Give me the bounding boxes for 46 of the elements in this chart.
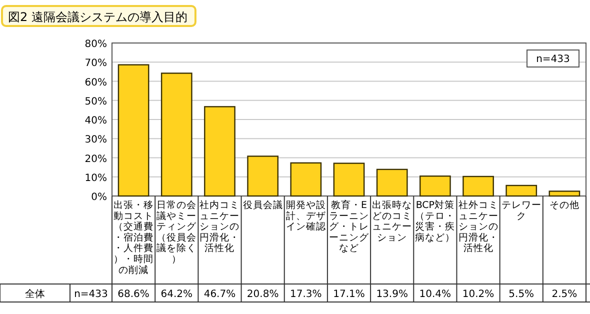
data-label: 17.1%: [333, 289, 365, 300]
y-tick-label: 60%: [84, 77, 107, 88]
x-tick-label: 日常の会議やミーティング（役員会議を除く）: [156, 199, 198, 265]
x-tick-label: テレワーク: [501, 200, 542, 222]
data-label: 20.8%: [246, 289, 279, 300]
bar: [204, 106, 236, 197]
data-label: 64.2%: [160, 289, 193, 300]
x-tick-label: 社外コミュニケーションの円滑化・活性化: [458, 199, 498, 254]
y-tick-label: 30%: [84, 134, 107, 146]
bar: [118, 64, 150, 197]
bar: [376, 168, 408, 197]
bar: [548, 190, 580, 197]
x-tick-label: その他: [549, 199, 580, 211]
bar: [333, 162, 365, 197]
x-tick-label: 開発や設計、デザイン確認: [286, 199, 326, 233]
data-label: 2.5%: [552, 289, 578, 300]
bar: [160, 72, 192, 197]
x-tick-label: 役員会議: [242, 199, 283, 211]
y-tick-label: 10%: [84, 172, 107, 184]
y-tick-label: 50%: [84, 96, 107, 108]
chart-title: 図2 遠隔会議システムの導入目的: [8, 10, 188, 24]
y-tick-label: 20%: [84, 154, 107, 165]
x-tick-label: BCP対策（テロ・災害・疾病など）: [415, 199, 456, 244]
y-tick-label: 70%: [84, 58, 107, 70]
data-label: 68.6%: [118, 289, 150, 300]
data-label: 13.9%: [376, 289, 408, 300]
bar: [247, 156, 278, 197]
data-label: 46.7%: [204, 289, 236, 300]
y-tick-label: 0%: [91, 192, 107, 203]
y-tick-label: 80%: [84, 39, 107, 50]
x-tick-label: 社内コミュニケーションの円滑化・活性化: [200, 199, 240, 254]
text: n=433: [74, 289, 108, 300]
bar: [462, 176, 494, 197]
x-tick-label: 出張・移動コスト（交通費・宿泊費・人件費）・時間の削減: [114, 199, 154, 276]
bar: [506, 184, 538, 197]
bar: [290, 162, 322, 197]
annotation: n=433: [536, 54, 570, 65]
data-label: 10.2%: [462, 289, 494, 300]
bar: [420, 176, 451, 197]
data-label: 17.3%: [290, 289, 322, 300]
x-tick-label: 出張時などのコミュニケーション: [372, 199, 412, 244]
data-label: 5.5%: [508, 289, 534, 300]
data-label: 10.4%: [419, 289, 452, 300]
y-tick-label: 40%: [84, 116, 107, 126]
x-tick-label: 教育・Eラーニング・トレーニングなど: [329, 199, 370, 254]
text: 全体: [25, 288, 45, 300]
